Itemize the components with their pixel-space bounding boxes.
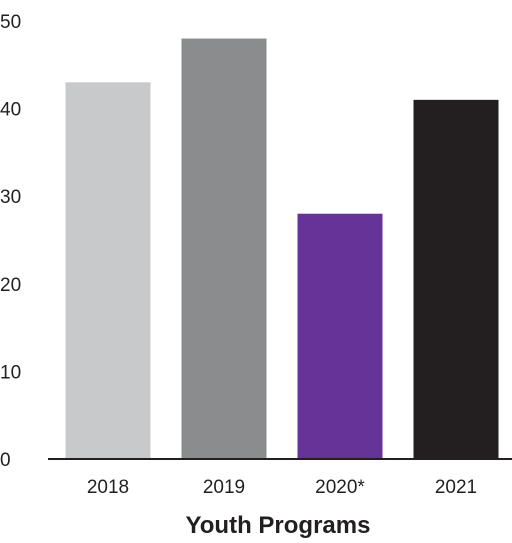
x-axis-title: Youth Programs: [186, 512, 371, 539]
x-tick-label-2019: 2019: [203, 477, 245, 498]
category-labels: 2018 2019 2020* 2021: [87, 477, 477, 498]
bar-2021: [413, 99, 499, 459]
bars: [65, 38, 499, 460]
bar-2019: [181, 38, 267, 460]
y-tick-label-40: 40: [0, 100, 21, 121]
x-tick-label-2018: 2018: [87, 477, 129, 498]
y-tick-label-20: 20: [0, 275, 21, 296]
x-tick-label-2020: 2020*: [315, 477, 365, 498]
bar-2018: [65, 82, 151, 459]
y-tick-label-10: 10: [0, 362, 21, 383]
bar-2020: [297, 213, 383, 459]
y-tick-label-50: 50: [0, 12, 21, 33]
y-axis-ticks: 0 10 20 30 40 50: [0, 12, 21, 471]
x-tick-label-2021: 2021: [435, 477, 477, 498]
y-tick-label-30: 30: [0, 187, 21, 208]
y-tick-label-0: 0: [0, 450, 11, 471]
